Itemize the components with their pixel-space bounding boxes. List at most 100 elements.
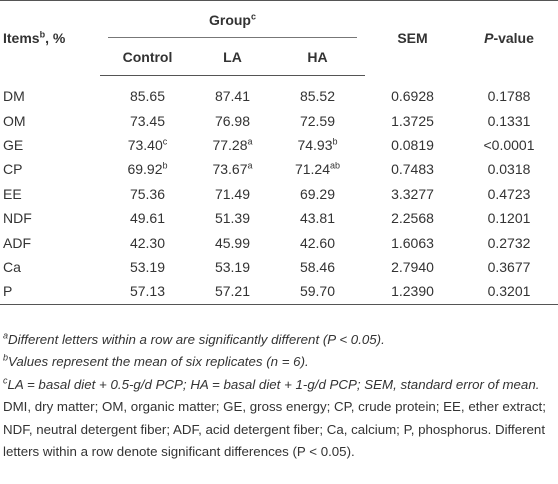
cell-value: 42.60 (299, 234, 336, 251)
cell-value: 0.0819 (391, 136, 434, 153)
row-label: EE (3, 185, 22, 202)
header-text: SEM (397, 30, 428, 47)
cell-value: <0.0001 (483, 136, 535, 153)
cell: 0.1201 (460, 206, 558, 230)
subgroup-header: Control (100, 38, 195, 76)
cell: 72.59 (270, 108, 365, 132)
superscript: c (162, 136, 168, 147)
cell: 73.67a (195, 157, 270, 181)
cell-value: 53.19 (214, 258, 251, 275)
cell: 85.65 (100, 76, 195, 109)
superscript: a (247, 136, 253, 147)
table-row: P 57.13 57.21 59.70 1.2390 0.3201 (0, 279, 558, 304)
cell-value: 2.7940 (391, 258, 434, 275)
cell: 1.2390 (365, 279, 460, 304)
cell: 0.1788 (460, 76, 558, 109)
cell-value: 87.41 (214, 88, 251, 105)
row-label: NDF (3, 210, 32, 227)
cell: 53.19 (195, 255, 270, 279)
cell: 51.39 (195, 206, 270, 230)
cell-value: 0.2732 (487, 234, 531, 251)
superscript: b (3, 352, 9, 363)
cell: 49.61 (100, 206, 195, 230)
cell: 42.30 (100, 230, 195, 254)
cell-value: 42.30 (129, 234, 166, 251)
cell-value: 0.1201 (487, 210, 531, 227)
cell: 43.81 (270, 206, 365, 230)
cell-value: 77.28 (212, 136, 248, 153)
cell: 73.45 (100, 108, 195, 132)
cell-value: 0.1331 (487, 112, 531, 129)
header-text: Items (3, 30, 40, 47)
table-row: OM 73.45 76.98 72.59 1.3725 0.1331 (0, 108, 558, 132)
table-row: DM 85.65 87.41 85.52 0.6928 0.1788 (0, 76, 558, 109)
cell: 0.4723 (460, 182, 558, 206)
cell-value: 75.36 (129, 185, 166, 202)
pvalue-header: P-value (460, 1, 558, 76)
row-label: ADF (3, 234, 31, 251)
cell: 75.36 (100, 182, 195, 206)
header-text: , % (45, 30, 66, 47)
cell-value: 1.6063 (391, 234, 434, 251)
cell: 42.60 (270, 230, 365, 254)
data-table: Itemsb, % Groupc SEM P-value Control LA HA… (0, 0, 558, 305)
cell: 0.1331 (460, 108, 558, 132)
items-header: Itemsb, % (0, 1, 100, 76)
footnote: bValues represent the mean of six replic… (3, 351, 555, 374)
cell-value: 49.61 (129, 210, 166, 227)
footnotes: aDifferent letters within a row are sign… (0, 305, 558, 464)
footnote: aDifferent letters within a row are sign… (3, 329, 555, 352)
cell: 85.52 (270, 76, 365, 109)
cell-value: 51.39 (214, 210, 251, 227)
cell: 58.46 (270, 255, 365, 279)
cell: 0.3201 (460, 279, 558, 304)
cell: 77.28a (195, 133, 270, 157)
cell: 3.3277 (365, 182, 460, 206)
cell-value: 85.65 (129, 88, 166, 105)
cell-value: 71.49 (214, 185, 251, 202)
row-label: CP (3, 161, 23, 178)
cell-value: 71.24 (294, 161, 331, 178)
cell: 0.3677 (460, 255, 558, 279)
cell-value: 3.3277 (391, 185, 434, 202)
cell-value: 0.3677 (487, 258, 531, 275)
cell-value: 0.6928 (391, 87, 434, 104)
cell: 76.98 (195, 108, 270, 132)
table-row: GE 73.40c 77.28a 74.93b 0.0819 <0.0001 (0, 133, 558, 157)
cell: 0.0819 (365, 133, 460, 157)
sem-header: SEM (365, 1, 460, 76)
superscript: b (332, 136, 338, 147)
row-label: OM (3, 112, 26, 129)
cell-value: 59.70 (299, 283, 336, 300)
header-text: -value (493, 30, 534, 47)
cell-value: 85.52 (299, 88, 336, 105)
subgroup-header: HA (270, 38, 365, 76)
cell: 74.93b (270, 133, 365, 157)
cell: 1.6063 (365, 230, 460, 254)
cell: 73.40c (100, 133, 195, 157)
cell-value: 73.45 (129, 112, 166, 129)
group-header: Groupc (100, 1, 365, 39)
superscript: a (3, 330, 9, 341)
subheader-row: Control LA HA (0, 38, 558, 76)
cell: 45.99 (195, 230, 270, 254)
row-label: P (3, 283, 13, 300)
cell: 0.2732 (460, 230, 558, 254)
superscript: b (162, 160, 168, 171)
header-text: Group (208, 11, 251, 28)
cell: 1.3725 (365, 108, 460, 132)
cell-value: 0.4723 (487, 185, 531, 202)
cell: 2.7940 (365, 255, 460, 279)
row-label: GE (3, 136, 24, 153)
cell-value: 73.67 (212, 161, 248, 178)
cell: 53.19 (100, 255, 195, 279)
cell-value: 72.59 (299, 112, 336, 129)
superscript: b (39, 29, 46, 40)
row-label: Ca (3, 258, 21, 275)
cell: 87.41 (195, 76, 270, 109)
cell: <0.0001 (460, 133, 558, 157)
cell: 2.2568 (365, 206, 460, 230)
cell-value: 0.7483 (391, 161, 434, 178)
table-row: Ca 53.19 53.19 58.46 2.7940 0.3677 (0, 255, 558, 279)
